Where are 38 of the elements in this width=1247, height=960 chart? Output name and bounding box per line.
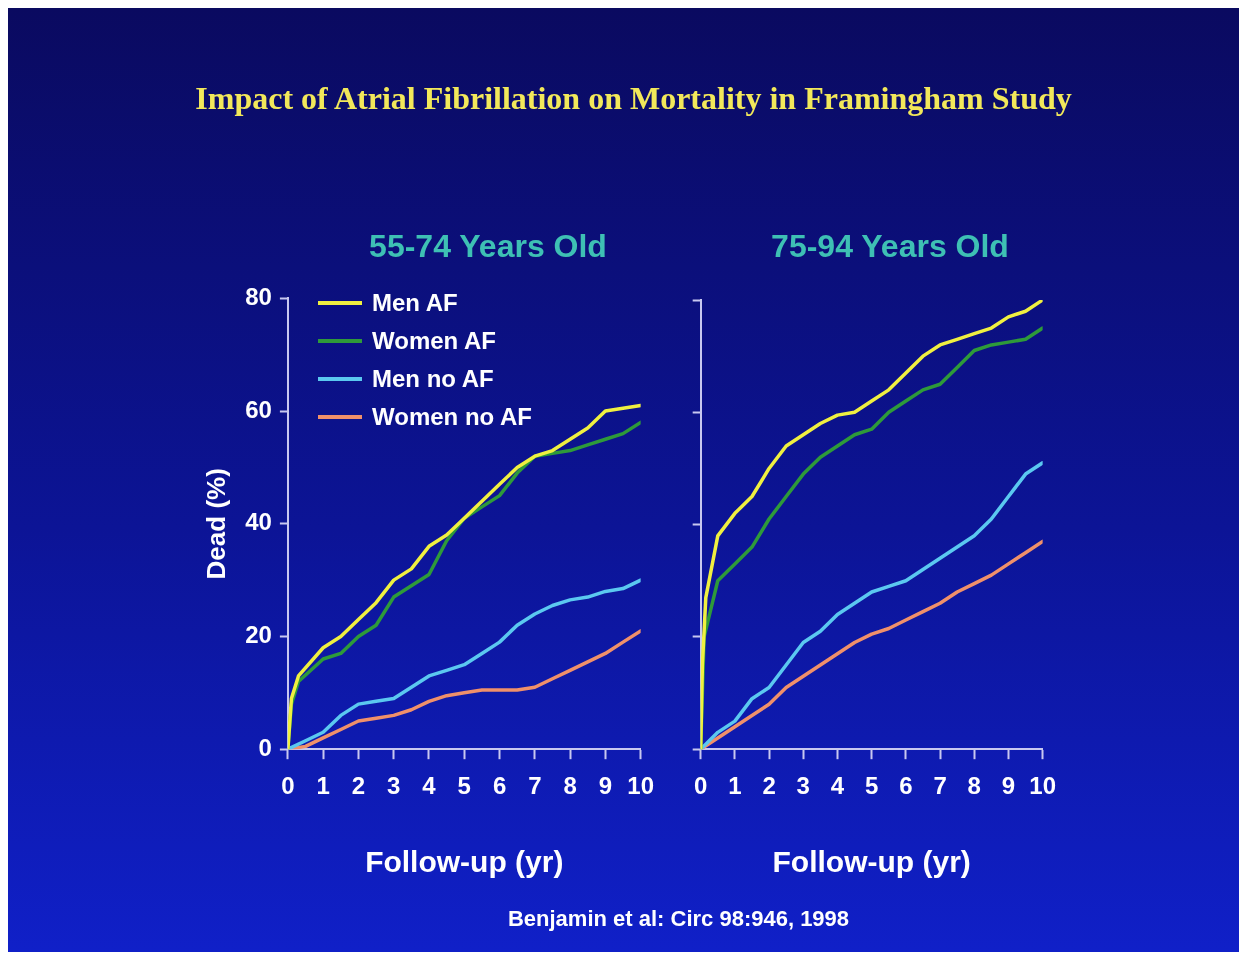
x-tick-label: 2 bbox=[762, 772, 776, 800]
x-tick-label: 2 bbox=[351, 772, 366, 800]
x-tick-label: 10 bbox=[1029, 772, 1056, 800]
x-tick-label: 10 bbox=[627, 772, 654, 800]
x-tick-label: 3 bbox=[796, 772, 810, 800]
text: Benjamin et al: Circ 98:946, 1998 bbox=[506, 906, 851, 932]
x-tick-label: 3 bbox=[387, 772, 401, 800]
x-tick-label: 1 bbox=[728, 772, 742, 800]
y-axis-title: Dead (%) bbox=[200, 468, 231, 580]
y-tick-label: 0 bbox=[258, 733, 272, 761]
y-tick-label: 20 bbox=[245, 621, 272, 649]
legend-label: Men no AF bbox=[372, 365, 494, 393]
legend-label: Women AF bbox=[372, 327, 496, 355]
chart-title: Impact of Atrial Fibrillation on Mortality in Framingham Study bbox=[194, 80, 1073, 117]
legend-label: Men AF bbox=[372, 289, 458, 317]
y-tick-label: 60 bbox=[245, 395, 272, 423]
x-tick-label: 7 bbox=[933, 772, 947, 800]
y-tick-label: 40 bbox=[245, 508, 272, 536]
x-tick-label: 0 bbox=[693, 772, 708, 800]
x-tick-label: 1 bbox=[316, 772, 330, 800]
chart-subtitle: 55-74 Years Old bbox=[368, 228, 608, 266]
x-tick-label: 6 bbox=[899, 772, 913, 800]
legend-label: Women no AF bbox=[372, 403, 532, 431]
x-tick-label: 0 bbox=[281, 772, 295, 800]
x-tick-label: 5 bbox=[457, 772, 471, 800]
x-tick-label: 5 bbox=[864, 772, 879, 800]
chart-subtitle: 75-94 Years Old bbox=[770, 228, 1010, 266]
x-tick-label: 9 bbox=[598, 772, 613, 800]
x-axis-title: Follow-up (yr) bbox=[365, 845, 564, 879]
x-tick-label: 9 bbox=[1001, 772, 1016, 800]
x-tick-label: 8 bbox=[967, 772, 981, 800]
x-tick-label: 8 bbox=[563, 772, 577, 800]
x-tick-label: 4 bbox=[422, 772, 437, 800]
y-tick-label: 80 bbox=[245, 283, 272, 311]
x-tick-label: 6 bbox=[492, 772, 507, 800]
x-tick-label: 7 bbox=[528, 772, 542, 800]
x-axis-title: Follow-up (yr) bbox=[772, 845, 971, 879]
x-tick-label: 4 bbox=[830, 772, 845, 800]
